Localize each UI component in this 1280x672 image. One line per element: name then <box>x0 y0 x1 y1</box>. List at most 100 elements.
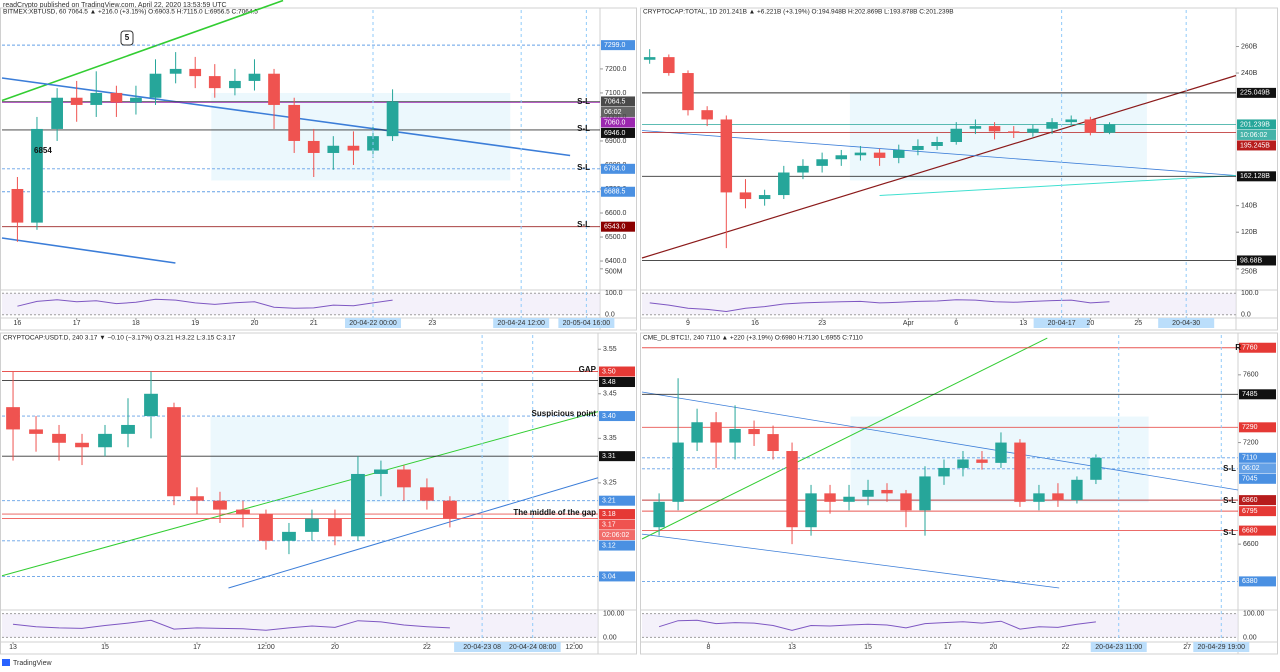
candle-body <box>420 487 434 501</box>
level-label: 3.12 <box>602 542 616 549</box>
candle-body <box>1090 457 1102 480</box>
x-tick-label: 20-04-29 19:00 <box>1198 644 1246 651</box>
candle-body <box>167 407 181 497</box>
candle-body <box>52 433 66 443</box>
x-tick-label: 13 <box>1019 320 1027 327</box>
candle-body <box>307 140 320 153</box>
candle-body <box>682 73 694 111</box>
level-label: 3.21 <box>602 498 616 505</box>
level-label: 3.48 <box>602 379 616 386</box>
level-label-box <box>1237 171 1276 182</box>
level-label-box <box>1237 255 1276 266</box>
candle-body <box>931 142 943 146</box>
level-label: 3.40 <box>602 413 616 420</box>
candle-body <box>995 442 1007 463</box>
level-label: 7760 <box>1242 345 1258 352</box>
candle-body <box>988 126 1001 132</box>
level-label-box <box>599 519 635 530</box>
candle-body <box>854 152 867 156</box>
candle-body <box>835 155 848 160</box>
y-tick-label: 6900.0 <box>605 138 627 145</box>
level-label-box <box>599 451 635 462</box>
x-tick-label: 15 <box>864 644 872 651</box>
logo <box>2 659 10 666</box>
cloud <box>211 93 511 181</box>
candle-body <box>386 101 399 137</box>
x-tick-label: 23 <box>818 320 826 327</box>
annotation: S-L <box>1223 464 1236 473</box>
chart-title: CRYPTOCAP:USDT.D, 240 3.17 ▼ −0.10 (−3.1… <box>3 335 236 342</box>
level-label-box <box>599 366 635 377</box>
x-tick-label: 17 <box>193 644 201 651</box>
level-label: 7110 <box>1242 455 1257 462</box>
y-tick-label: 240B <box>1241 70 1258 77</box>
y-tick-label: 6500.0 <box>605 234 627 241</box>
level-label-box <box>599 411 635 422</box>
osc-tick-label: 0.00 <box>603 634 617 641</box>
annotation: S-L <box>577 97 590 106</box>
level-label-box <box>601 186 635 197</box>
chart-panel: CRYPTOCAP:USDT.D, 240 3.17 ▼ −0.10 (−3.1… <box>0 332 637 655</box>
level-label: 7064.5 <box>604 98 626 105</box>
candle-body <box>327 145 340 153</box>
annotation: S-L <box>1223 496 1236 505</box>
level-label-box <box>599 377 635 388</box>
candle-body <box>701 110 713 120</box>
x-highlight-box <box>493 318 550 328</box>
candle-body <box>663 57 675 74</box>
annotation: 6854 <box>34 146 52 155</box>
level-label: 201.239B <box>1240 121 1270 128</box>
chart-title: CME_DL:BTC1!, 240 7110 ▲ +220 (+3.19%) O… <box>643 335 863 342</box>
level-label-box <box>1239 422 1276 433</box>
y-tick-label: 6400.0 <box>605 258 627 265</box>
chart-panel: CME_DL:BTC1!, 240 7110 ▲ +220 (+3.19%) O… <box>640 332 1278 655</box>
candle-body <box>397 469 411 488</box>
level-label: 6380 <box>1242 578 1258 585</box>
candle-body <box>110 92 123 103</box>
candle-body <box>672 442 684 502</box>
candle-body <box>208 76 221 89</box>
candle-body <box>919 476 931 511</box>
x-tick-label: 20-04-24 12:00 <box>497 320 545 327</box>
x-tick-label: 18 <box>132 320 140 327</box>
x-highlight-box <box>1090 642 1147 652</box>
y-tick-label: 120B <box>1241 229 1258 236</box>
osc-tick-label: 100.00 <box>1243 610 1265 617</box>
level-label-box <box>1239 495 1276 506</box>
level-label-box <box>1239 389 1276 400</box>
annotation: 5 <box>125 33 130 42</box>
candle-body <box>653 501 665 528</box>
cloud <box>849 93 1147 181</box>
x-tick-label: 20 <box>989 644 997 651</box>
y-tick-label: 260B <box>1241 43 1258 50</box>
countdown-box <box>1237 129 1276 140</box>
trend-line <box>641 533 1060 589</box>
candle-body <box>1014 442 1026 502</box>
candle-body <box>748 429 760 435</box>
candle-body <box>1065 119 1077 123</box>
trend-line <box>641 130 1237 176</box>
candle-body <box>189 68 202 77</box>
annotation: The middle of the gap <box>513 508 596 517</box>
level-label-box <box>601 221 635 232</box>
candle-body <box>786 451 798 528</box>
footer-brand: TradingView <box>13 660 52 667</box>
candle-body <box>288 104 301 141</box>
candle-body <box>11 188 24 223</box>
candle-body <box>957 459 969 468</box>
annotation: R <box>1235 343 1241 352</box>
candle-body <box>778 172 790 196</box>
level-label-box <box>1237 119 1276 130</box>
x-highlight-box <box>504 642 561 652</box>
x-tick-label: 20-05-04 16:00 <box>563 320 611 327</box>
x-tick-label: 21 <box>310 320 318 327</box>
candle-body <box>236 509 250 515</box>
candle-body <box>805 493 817 528</box>
y-tick-label: 3.55 <box>603 346 617 353</box>
candle-body <box>720 119 733 193</box>
candle-body <box>1084 119 1097 133</box>
level-label-box <box>1237 140 1276 151</box>
candle-body <box>351 473 365 537</box>
candle-body <box>938 467 950 477</box>
x-tick-label: 27 <box>1183 644 1191 651</box>
